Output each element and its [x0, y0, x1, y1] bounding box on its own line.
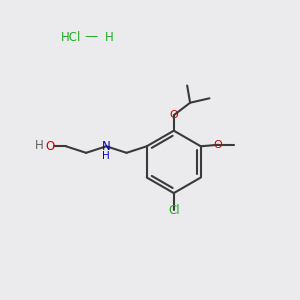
- Text: Cl: Cl: [168, 204, 180, 217]
- Text: H: H: [105, 31, 114, 44]
- Text: H: H: [35, 139, 44, 152]
- Text: —: —: [84, 30, 97, 43]
- Text: O: O: [214, 140, 222, 150]
- Text: N: N: [102, 140, 111, 153]
- Text: O: O: [169, 110, 178, 120]
- Text: HCl: HCl: [61, 31, 82, 44]
- Text: H: H: [103, 151, 110, 161]
- Text: O: O: [45, 140, 54, 153]
